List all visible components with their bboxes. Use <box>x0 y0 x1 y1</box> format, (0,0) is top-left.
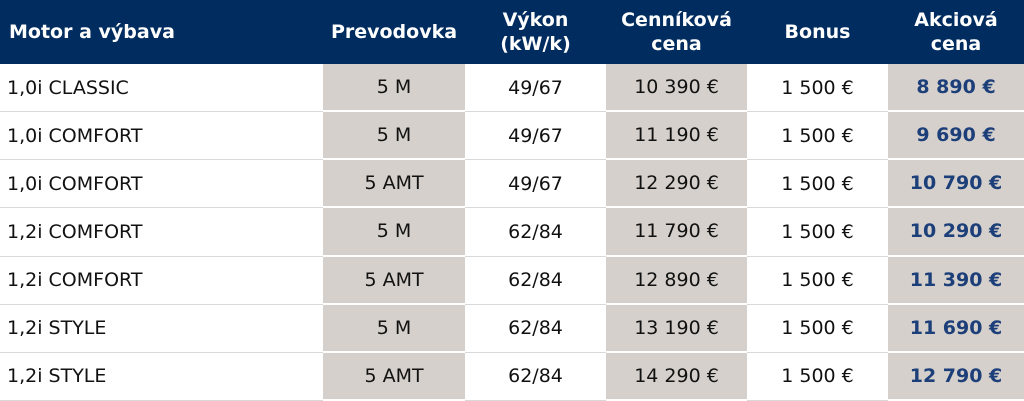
header-text: Motor a výbava <box>9 21 175 43</box>
table-cell: 1 500 € <box>747 160 888 209</box>
table-cell: 1,2i COMFORT <box>0 208 323 257</box>
header-text: cena <box>930 33 982 55</box>
header-text: (kW/k) <box>500 33 571 55</box>
table-cell: 9 690 € <box>888 112 1024 161</box>
table-cell: 11 790 € <box>606 208 747 257</box>
table-cell: 1 500 € <box>747 64 888 113</box>
table-cell: 13 190 € <box>606 304 747 353</box>
header-text: Akciová <box>914 9 998 31</box>
table-cell: 5 AMT <box>323 160 465 209</box>
table-cell: 1,2i STYLE <box>0 353 323 401</box>
header-text: Cenníková <box>621 9 732 31</box>
table-cell: 1,2i STYLE <box>0 305 323 353</box>
table-cell: 12 890 € <box>606 256 747 305</box>
table-cell: 1,0i COMFORT <box>0 160 323 209</box>
table-cell: 1 500 € <box>747 208 888 257</box>
table-cell: 5 AMT <box>323 256 465 305</box>
table-cell: 11 390 € <box>888 256 1024 305</box>
table-cell: 10 290 € <box>888 208 1024 257</box>
table-cell: 5 M <box>323 304 465 353</box>
table-cell: 14 290 € <box>606 352 747 401</box>
table-cell: 62/84 <box>465 353 606 401</box>
header-text: Prevodovka <box>330 21 458 43</box>
table-cell: 62/84 <box>465 257 606 305</box>
table-cell: 5 M <box>323 208 465 257</box>
table-cell: 8 890 € <box>888 64 1024 113</box>
header-text: Bonus <box>784 21 851 43</box>
table-cell: 1 500 € <box>747 112 888 161</box>
table-cell: 1,0i COMFORT <box>0 112 323 161</box>
header-cell: Bonus <box>747 0 888 64</box>
table-cell: 62/84 <box>465 305 606 353</box>
table-cell: 49/67 <box>465 112 606 161</box>
table-cell: 1,0i CLASSIC <box>0 64 323 113</box>
header-cell: Motor a výbava <box>0 0 323 64</box>
table-cell: 11 190 € <box>606 112 747 161</box>
header-text: cena <box>651 33 702 55</box>
header-text: Výkon <box>502 9 569 31</box>
table-cell: 5 M <box>323 112 465 161</box>
header-cell: Cenníková cena <box>606 0 747 64</box>
table-cell: 49/67 <box>465 160 606 209</box>
header-cell: Prevodovka <box>323 0 465 64</box>
table-cell: 1,2i COMFORT <box>0 257 323 305</box>
table-cell: 1 500 € <box>747 257 888 305</box>
table-cell: 12 290 € <box>606 160 747 209</box>
table-cell: 62/84 <box>465 208 606 257</box>
table-cell: 1 500 € <box>747 305 888 353</box>
table-cell: 10 790 € <box>888 160 1024 209</box>
header-cell: Výkon (kW/k) <box>465 0 606 64</box>
table-cell: 12 790 € <box>888 352 1024 401</box>
table-cell: 1 500 € <box>747 353 888 401</box>
table-cell: 11 690 € <box>888 304 1024 353</box>
table-cell: 49/67 <box>465 64 606 113</box>
table-cell: 5 AMT <box>323 352 465 401</box>
header-cell: Akciová cena <box>888 0 1024 64</box>
table-cell: 10 390 € <box>606 64 747 113</box>
table-cell: 5 M <box>323 64 465 113</box>
